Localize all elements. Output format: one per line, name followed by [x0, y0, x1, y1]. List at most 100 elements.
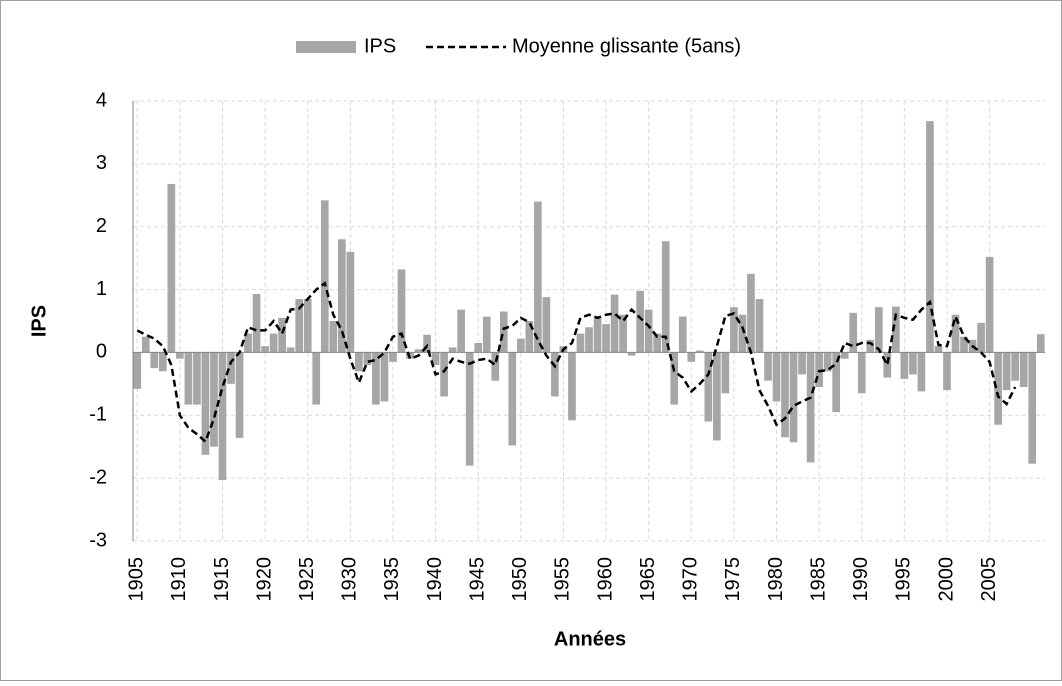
x-tick-label: 1990	[850, 557, 872, 602]
bar	[440, 352, 448, 397]
x-tick-label: 1950	[509, 557, 531, 602]
x-tick-label: 1960	[594, 557, 616, 602]
bar	[653, 333, 662, 353]
bar	[900, 352, 909, 379]
bar	[1011, 352, 1020, 381]
moving-average-line	[136, 281, 1017, 444]
bar	[150, 352, 159, 369]
bar	[661, 241, 670, 353]
bar	[815, 352, 823, 387]
bar	[346, 251, 355, 353]
bar	[337, 239, 346, 353]
bar	[244, 333, 252, 353]
bar	[227, 352, 235, 384]
bar	[832, 352, 841, 413]
bar	[670, 352, 679, 405]
x-axis-label: Années	[554, 628, 626, 650]
bar	[619, 314, 627, 353]
bar	[909, 352, 917, 375]
bar	[883, 352, 892, 378]
y-tick-label: -1	[89, 404, 107, 426]
y-tick-label: 3	[96, 152, 107, 174]
x-tick-label: 1955	[552, 557, 574, 602]
y-tick-label: 1	[96, 278, 107, 300]
x-tick-label: 1975	[722, 557, 744, 602]
bar	[235, 352, 244, 438]
bar	[764, 352, 772, 381]
bar	[627, 352, 636, 356]
y-tick-label: 2	[96, 215, 107, 237]
bar	[1036, 334, 1045, 353]
legend-label: IPS	[364, 35, 396, 57]
bar	[320, 200, 329, 353]
bar	[823, 352, 832, 372]
bar	[465, 352, 474, 466]
x-tick-label: 1965	[637, 557, 659, 602]
x-tick-label: 1980	[765, 557, 787, 602]
x-tick-label: 1935	[381, 557, 403, 602]
bar	[951, 314, 960, 353]
x-tick-label: 1910	[168, 557, 190, 602]
bar	[593, 317, 602, 353]
bar	[499, 311, 508, 353]
bar	[687, 352, 696, 362]
bar	[380, 352, 389, 402]
bar	[576, 333, 585, 353]
bar	[252, 293, 261, 353]
legend-swatch	[296, 41, 356, 53]
x-tick-label: 1915	[211, 557, 233, 602]
bar	[551, 352, 559, 397]
bar	[874, 307, 883, 353]
bar	[363, 352, 372, 365]
bar	[960, 336, 968, 353]
bar	[806, 352, 815, 463]
y-tick-label: 0	[96, 341, 107, 363]
bar	[141, 336, 150, 353]
bar	[730, 307, 738, 353]
bar	[133, 352, 142, 389]
bar	[1002, 352, 1011, 391]
bar	[158, 352, 167, 372]
x-tick-label: 1920	[253, 557, 275, 602]
bar	[602, 324, 610, 353]
bar	[917, 352, 926, 392]
bar	[457, 309, 465, 353]
x-tick-label: 1905	[126, 557, 148, 602]
bar	[840, 352, 849, 359]
bar	[423, 334, 431, 353]
x-tick-label: 1985	[807, 557, 829, 602]
bar	[329, 321, 338, 353]
bar	[491, 352, 500, 381]
x-tick-label: 1940	[424, 557, 446, 602]
y-tick-label: 4	[96, 89, 107, 111]
bar	[892, 306, 900, 353]
bar	[977, 322, 985, 353]
bar	[678, 316, 687, 353]
bar	[312, 352, 321, 405]
x-tick-label: 2005	[978, 557, 1000, 602]
y-tick-label: -2	[89, 466, 107, 488]
bar	[721, 352, 730, 394]
bar	[934, 346, 943, 353]
bar	[176, 352, 184, 359]
bar	[610, 294, 619, 353]
bar	[747, 273, 755, 353]
x-tick-label: 1995	[893, 557, 915, 602]
bar	[695, 350, 704, 353]
bar	[585, 327, 593, 353]
bar	[866, 339, 875, 353]
bar	[261, 346, 269, 353]
bar	[857, 352, 866, 394]
bar	[636, 290, 644, 353]
bar	[798, 352, 806, 375]
bar	[397, 269, 406, 353]
bar	[534, 201, 542, 353]
bar	[431, 352, 440, 365]
bar	[781, 352, 789, 438]
x-tick-label: 1970	[680, 557, 702, 602]
bar	[1028, 352, 1037, 464]
bar	[849, 312, 858, 353]
bar	[772, 352, 781, 402]
bar	[448, 347, 457, 353]
